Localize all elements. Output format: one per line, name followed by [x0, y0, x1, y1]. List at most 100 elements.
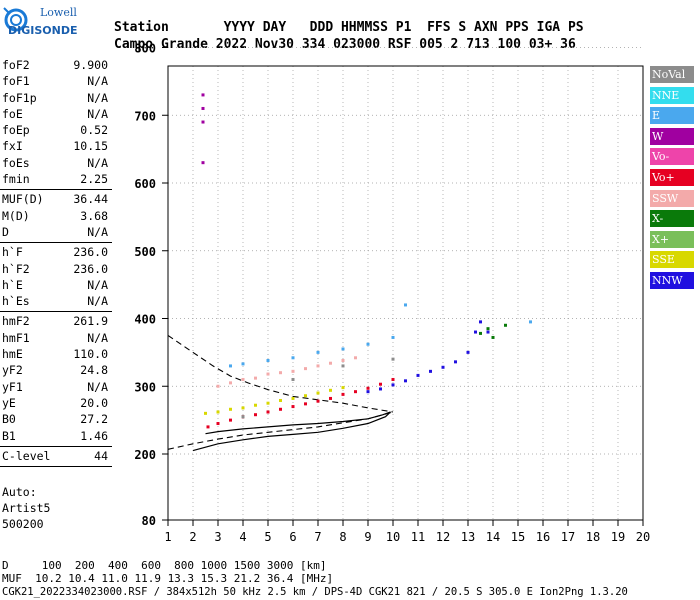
- y-tick-label: 80: [142, 514, 156, 528]
- echo-point: [254, 376, 257, 380]
- param-row: yF1 N/A: [0, 380, 112, 396]
- y-tick-label: 200: [134, 448, 156, 462]
- echo-point: [391, 383, 395, 387]
- echo-point: [441, 365, 445, 369]
- echo-point: [479, 320, 482, 324]
- autoscale-line1: Auto:: [2, 485, 37, 499]
- echo-point: [416, 373, 420, 377]
- param-label: yE: [2, 395, 16, 410]
- x-tick-label: 6: [289, 530, 296, 544]
- param-value: N/A: [87, 90, 108, 105]
- panel-separator: [0, 445, 112, 447]
- legend-item-nnw: NNW: [650, 272, 694, 289]
- echo-point: [341, 347, 345, 351]
- param-row: B0 27.2: [0, 412, 112, 428]
- param-value: 110.0: [73, 347, 108, 362]
- true-height-profile: [192, 411, 391, 452]
- legend-item-x-: X-: [650, 210, 694, 228]
- parameter-panel: foF2 9.900 foF1 N/A foF1p N/A foE N/A foEp 0.52 fx…: [0, 58, 112, 469]
- param-value: 0.52: [80, 123, 108, 138]
- legend-item-vo-: Vo+: [650, 169, 694, 186]
- x-tick-label: 1: [164, 530, 171, 544]
- panel-separator: [0, 311, 112, 313]
- echo-point: [291, 377, 295, 381]
- panel-separator: [0, 189, 112, 191]
- y-tick-label: 700: [134, 109, 156, 123]
- echo-point: [366, 342, 370, 346]
- param-label: B0: [2, 412, 16, 427]
- echo-point: [291, 396, 295, 400]
- echo-point: [429, 369, 432, 373]
- legend-item-vo-: Vo-: [650, 148, 694, 166]
- param-label: fxI: [2, 139, 23, 154]
- param-value: N/A: [87, 294, 108, 309]
- axes: 1 2 3 4 5 6 7 8 9 10 11 12 13 14 15 16 17 18 19 20802003004…: [134, 42, 650, 545]
- echo-point: [206, 425, 210, 429]
- echo-point: [391, 357, 395, 361]
- echo-point: [329, 361, 332, 365]
- header-row-labels: Station YYYY DAY DDD HHMMSS P1 FFS S AXN…: [114, 20, 584, 35]
- echo-point: [354, 390, 357, 394]
- echo-point: [316, 364, 320, 368]
- param-row: foEs N/A: [0, 156, 112, 172]
- echo-point: [266, 401, 270, 405]
- x-tick-label: 13: [461, 530, 475, 544]
- param-row: h`Es N/A: [0, 294, 112, 310]
- param-row: C-level 44: [0, 449, 112, 465]
- echo-point: [216, 384, 220, 388]
- echo-point: [201, 106, 205, 110]
- param-value: 1.46: [80, 428, 108, 443]
- echo-point: [391, 335, 395, 339]
- echo-point: [229, 407, 232, 411]
- param-label: fmin: [2, 172, 30, 187]
- echo-point: [316, 350, 320, 354]
- echo-point: [216, 422, 220, 426]
- param-label: yF1: [2, 379, 23, 394]
- echo-point: [204, 411, 207, 415]
- echo-point: [404, 303, 407, 307]
- param-value: 36.44: [73, 192, 108, 207]
- x-tick-label: 11: [411, 530, 425, 544]
- param-value: N/A: [87, 379, 108, 394]
- file-info-line: CGK21_2022334023000.RSF / 384x512h 50 kH…: [2, 586, 628, 598]
- x-tick-label: 5: [264, 530, 271, 544]
- logo-digisonde: DIGISONDE: [8, 24, 77, 37]
- x-tick-label: 8: [339, 530, 346, 544]
- echo-point: [529, 320, 532, 324]
- echo-point: [354, 356, 357, 360]
- muf-dashed-curve: [167, 334, 394, 413]
- lower-dashed-curve: [167, 411, 394, 450]
- param-value: N/A: [87, 106, 108, 121]
- echo-point: [291, 369, 295, 373]
- echo-point: [229, 364, 232, 368]
- echo-point: [341, 359, 345, 363]
- profile-curves: [167, 334, 394, 452]
- param-row: foEp 0.52: [0, 123, 112, 139]
- digisonde-logo: Lowell DIGISONDE: [0, 0, 100, 40]
- param-value: 24.8: [80, 363, 108, 378]
- param-value: 236.0: [73, 245, 108, 260]
- echo-point: [266, 410, 270, 414]
- x-tick-label: 16: [536, 530, 550, 544]
- echo-point: [366, 386, 370, 390]
- param-row: yF2 24.8: [0, 363, 112, 379]
- echo-point: [291, 356, 295, 360]
- legend-item-x-: X+: [650, 230, 694, 248]
- echo-point: [229, 418, 232, 422]
- echo-point: [304, 367, 307, 371]
- param-row: foE N/A: [0, 107, 112, 123]
- param-row: foF1p N/A: [0, 91, 112, 107]
- param-row: h`E N/A: [0, 278, 112, 294]
- param-label: C-level: [2, 448, 51, 463]
- echo-point: [304, 402, 307, 406]
- echo-point: [201, 93, 205, 97]
- x-tick-label: 12: [436, 530, 450, 544]
- x-tick-label: 17: [561, 530, 575, 544]
- y-tick-label: 300: [134, 380, 156, 394]
- echo-point: [241, 377, 245, 381]
- legend-item-w: W: [650, 127, 694, 145]
- distance-line: D 100 200 400 600 800 1000 1500 3000 [km…: [2, 559, 327, 572]
- legend-item-ssw: SSW: [650, 189, 694, 207]
- echo-point: [479, 331, 482, 335]
- echo-point: [316, 391, 320, 395]
